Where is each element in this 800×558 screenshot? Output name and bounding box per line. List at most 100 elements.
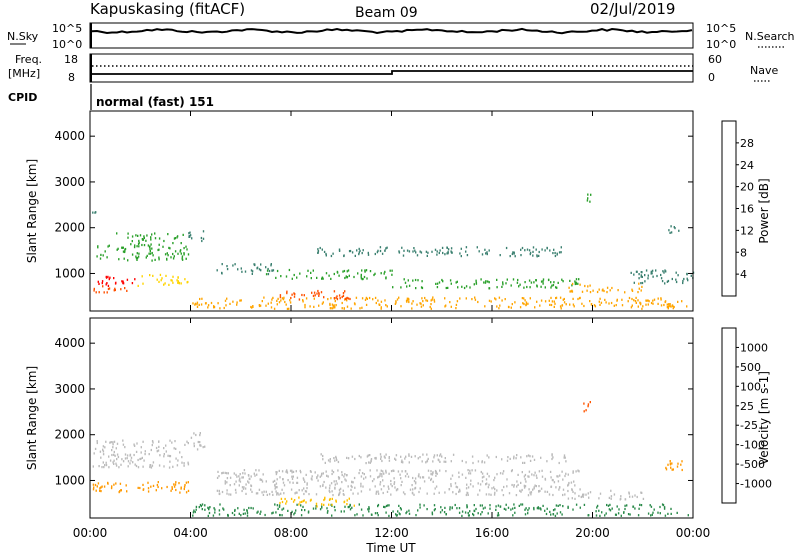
cpid-label: CPID bbox=[8, 91, 37, 104]
data-cell bbox=[233, 513, 236, 516]
data-cell bbox=[574, 492, 576, 495]
data-cell bbox=[368, 506, 370, 509]
data-cell bbox=[369, 488, 371, 491]
data-cell bbox=[168, 283, 170, 286]
data-cell bbox=[106, 282, 108, 285]
data-cell bbox=[535, 248, 537, 251]
data-cell bbox=[282, 298, 285, 301]
data-cell bbox=[541, 475, 544, 478]
data-cell bbox=[484, 281, 487, 284]
data-cell bbox=[486, 251, 488, 254]
data-cell bbox=[365, 462, 367, 465]
data-cell bbox=[135, 234, 137, 237]
data-cell bbox=[613, 493, 616, 496]
data-cell bbox=[175, 488, 177, 492]
data-cell bbox=[507, 305, 510, 308]
data-cell bbox=[181, 257, 183, 260]
data-cell bbox=[245, 492, 247, 495]
data-cell bbox=[528, 249, 531, 252]
data-cell bbox=[98, 282, 100, 285]
data-cell bbox=[523, 486, 526, 489]
data-cell bbox=[509, 255, 511, 258]
time-tick-label: 20:00 bbox=[575, 526, 610, 540]
data-cell bbox=[126, 289, 128, 292]
data-cell bbox=[322, 458, 324, 461]
data-cell bbox=[244, 487, 247, 490]
data-cell bbox=[545, 512, 548, 516]
data-cell bbox=[108, 466, 110, 469]
y-tick-label: 2000 bbox=[54, 221, 85, 235]
data-cell bbox=[522, 461, 524, 464]
data-cell bbox=[659, 505, 661, 509]
data-cell bbox=[190, 436, 193, 439]
data-cell bbox=[417, 279, 419, 282]
data-cell bbox=[507, 456, 509, 459]
y-tick-label: 1000 bbox=[54, 266, 85, 280]
data-cell bbox=[587, 285, 589, 288]
data-cell bbox=[102, 285, 104, 288]
data-cell bbox=[609, 509, 612, 512]
data-cell bbox=[617, 289, 619, 292]
data-cell bbox=[420, 305, 423, 308]
data-cell bbox=[420, 251, 423, 254]
data-cell bbox=[199, 503, 202, 507]
data-cell bbox=[140, 446, 142, 449]
data-cell bbox=[430, 307, 432, 310]
data-cell bbox=[282, 478, 284, 481]
data-cell bbox=[414, 455, 416, 458]
data-cell bbox=[554, 302, 556, 305]
data-cell bbox=[113, 459, 115, 462]
data-cell bbox=[551, 457, 553, 461]
data-cell bbox=[430, 477, 433, 480]
data-cell bbox=[616, 505, 618, 508]
data-cell bbox=[170, 279, 172, 282]
data-cell bbox=[194, 510, 196, 514]
data-cell bbox=[149, 465, 151, 469]
data-cell bbox=[180, 252, 182, 255]
data-cell bbox=[310, 271, 312, 274]
data-cell bbox=[281, 470, 284, 473]
data-cell bbox=[306, 275, 308, 278]
data-cell bbox=[204, 504, 206, 507]
data-cell bbox=[589, 491, 592, 494]
data-cell bbox=[305, 490, 308, 493]
data-cell bbox=[374, 272, 376, 275]
data-cell bbox=[98, 291, 100, 294]
data-cell bbox=[559, 511, 562, 514]
freq-panel: Freq. [MHz] 18 8 60 0 Nave bbox=[8, 53, 778, 84]
data-cell bbox=[550, 286, 552, 289]
data-cell bbox=[501, 458, 503, 461]
data-cell bbox=[469, 510, 471, 513]
data-cell bbox=[487, 512, 489, 515]
data-cell bbox=[112, 441, 114, 444]
data-cell bbox=[265, 490, 267, 493]
data-cell bbox=[322, 454, 324, 458]
data-cell bbox=[177, 459, 179, 462]
data-cell bbox=[433, 504, 436, 507]
data-cell bbox=[521, 246, 524, 250]
data-cell bbox=[596, 290, 599, 294]
data-cell bbox=[474, 296, 476, 299]
data-cell bbox=[193, 442, 195, 445]
data-cell bbox=[319, 475, 321, 478]
data-cell bbox=[549, 510, 551, 513]
data-cell bbox=[390, 479, 392, 483]
data-cell bbox=[433, 454, 436, 457]
data-cell bbox=[94, 447, 97, 450]
data-cell bbox=[505, 503, 507, 506]
data-cell bbox=[472, 512, 474, 516]
data-cell bbox=[474, 298, 477, 301]
data-cell bbox=[511, 252, 514, 256]
data-cell bbox=[665, 466, 667, 469]
data-cell bbox=[552, 456, 554, 459]
data-cell bbox=[271, 512, 273, 515]
data-cell bbox=[546, 507, 548, 510]
data-cell bbox=[330, 277, 332, 280]
data-cell bbox=[525, 301, 528, 304]
data-cell bbox=[166, 485, 168, 489]
data-cell bbox=[587, 193, 589, 196]
data-cell bbox=[331, 303, 334, 306]
data-cell bbox=[670, 225, 672, 228]
data-cell bbox=[296, 491, 298, 494]
